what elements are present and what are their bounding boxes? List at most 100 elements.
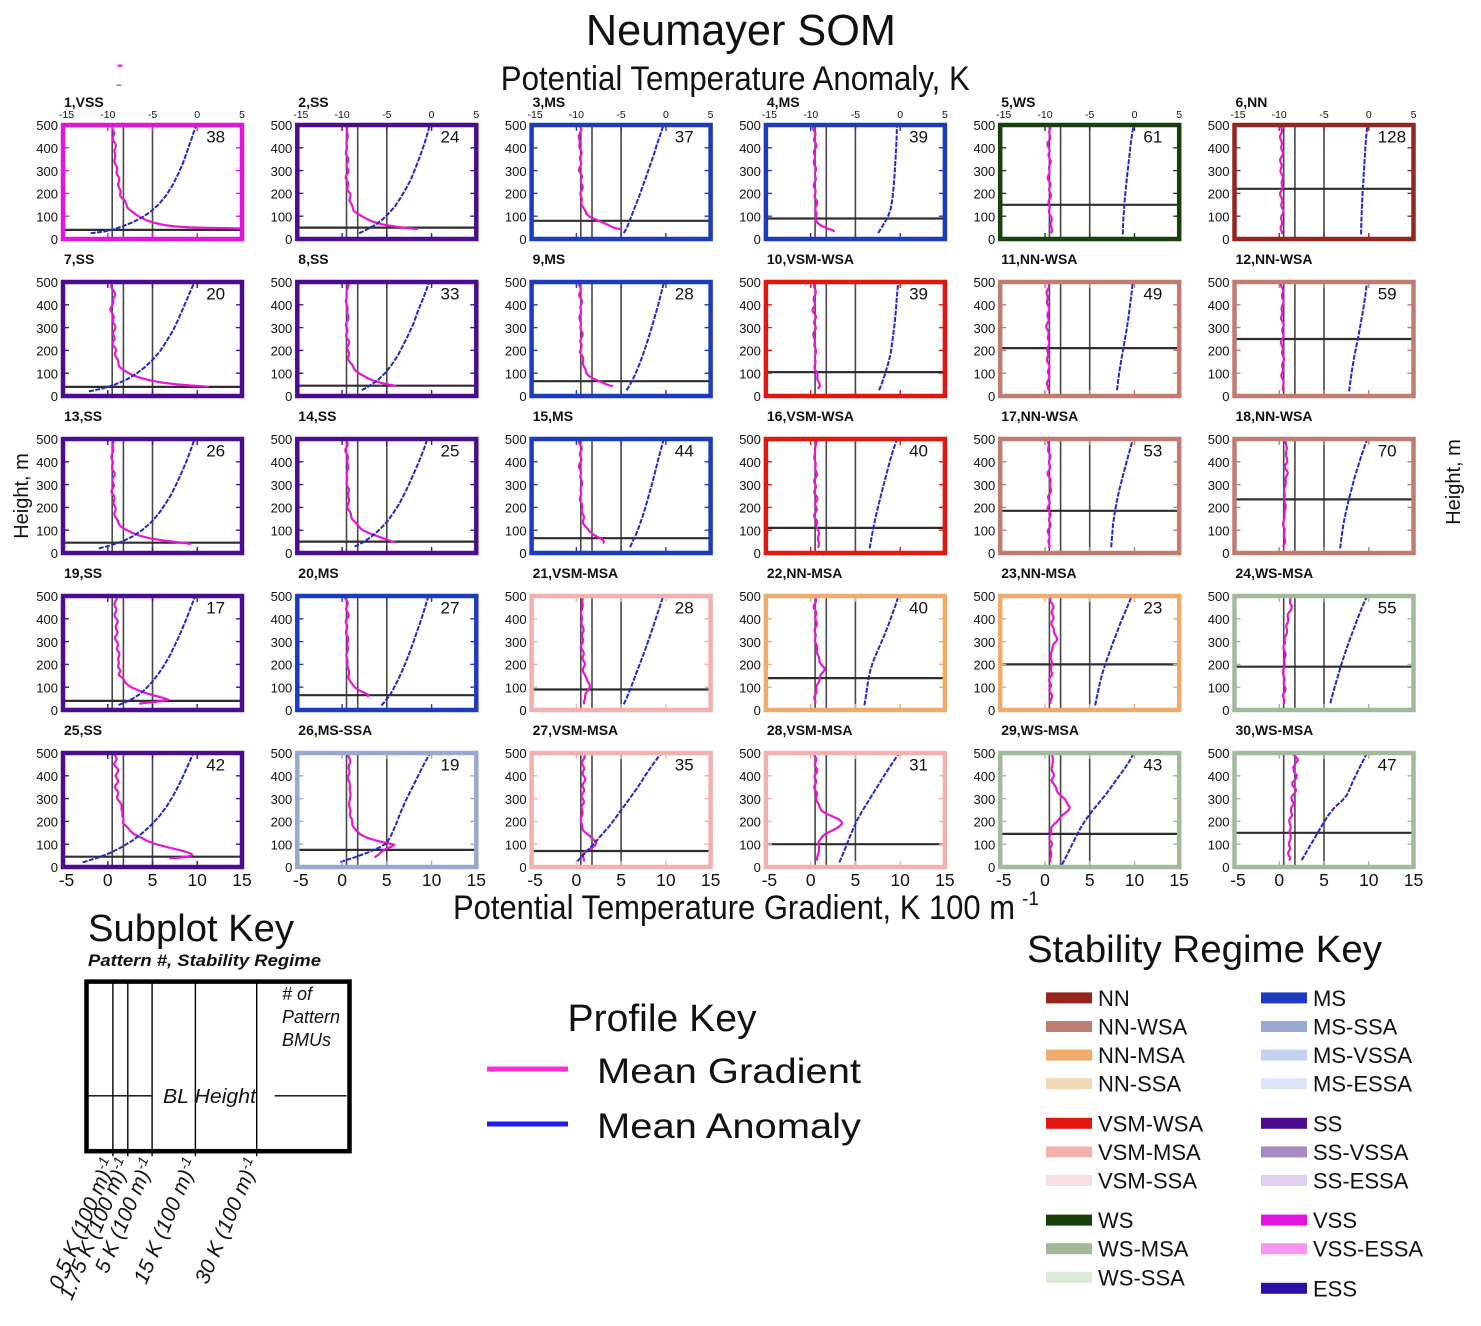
svg-text:300: 300: [739, 478, 761, 493]
svg-text:200: 200: [973, 344, 995, 359]
svg-text:400: 400: [1208, 612, 1230, 627]
svg-text:Height, m: Height, m: [11, 453, 33, 539]
svg-text:31: 31: [909, 756, 928, 775]
svg-text:100: 100: [973, 209, 995, 224]
svg-text:200: 200: [505, 815, 527, 830]
svg-text:SS-VSSA: SS-VSSA: [1313, 1140, 1409, 1165]
svg-text:0: 0: [1222, 860, 1229, 875]
svg-text:MS-SSA: MS-SSA: [1313, 1015, 1398, 1040]
svg-text:200: 200: [739, 658, 761, 673]
svg-text:# of: # of: [282, 984, 314, 1004]
svg-text:5: 5: [1411, 109, 1417, 121]
svg-text:Mean Gradient: Mean Gradient: [597, 1052, 861, 1091]
svg-text:25: 25: [441, 442, 460, 461]
svg-text:400: 400: [973, 141, 995, 156]
svg-text:500: 500: [973, 118, 995, 133]
svg-text:200: 200: [271, 344, 293, 359]
svg-text:0: 0: [1222, 389, 1229, 404]
svg-text:500: 500: [1208, 118, 1230, 133]
svg-text:400: 400: [1208, 455, 1230, 470]
svg-text:-5: -5: [1230, 870, 1246, 890]
svg-text:400: 400: [739, 769, 761, 784]
svg-text:500: 500: [1208, 589, 1230, 604]
svg-text:-5: -5: [851, 109, 860, 121]
svg-text:300: 300: [271, 792, 293, 807]
svg-text:5: 5: [942, 109, 948, 121]
svg-text:ESS: ESS: [1313, 1276, 1357, 1301]
svg-text:100: 100: [271, 523, 293, 538]
svg-text:40: 40: [909, 442, 928, 461]
svg-text:100: 100: [973, 523, 995, 538]
svg-text:0: 0: [285, 546, 292, 561]
svg-text:44: 44: [675, 442, 694, 461]
svg-text:200: 200: [36, 815, 58, 830]
svg-text:300: 300: [36, 164, 58, 179]
svg-text:500: 500: [973, 275, 995, 290]
svg-text:200: 200: [36, 344, 58, 359]
svg-text:200: 200: [505, 658, 527, 673]
svg-text:400: 400: [36, 612, 58, 627]
svg-text:100: 100: [739, 837, 761, 852]
svg-text:500: 500: [1208, 432, 1230, 447]
svg-text:59: 59: [1378, 285, 1397, 304]
svg-text:300: 300: [739, 635, 761, 650]
svg-text:100: 100: [505, 209, 527, 224]
svg-text:500: 500: [271, 589, 293, 604]
svg-text:4,MS: 4,MS: [767, 94, 800, 110]
svg-text:300: 300: [36, 792, 58, 807]
svg-text:37: 37: [675, 128, 694, 147]
svg-text:100: 100: [739, 366, 761, 381]
svg-text:-5: -5: [996, 870, 1012, 890]
svg-text:200: 200: [1208, 815, 1230, 830]
svg-text:NN: NN: [1098, 986, 1130, 1011]
svg-text:43: 43: [1143, 756, 1162, 775]
svg-text:300: 300: [505, 164, 527, 179]
svg-text:24,WS-MSA: 24,WS-MSA: [1236, 565, 1314, 581]
svg-text:300: 300: [505, 792, 527, 807]
svg-text:-15: -15: [762, 109, 777, 121]
svg-text:15: 15: [1404, 870, 1423, 890]
svg-text:100: 100: [739, 680, 761, 695]
svg-text:400: 400: [36, 455, 58, 470]
svg-text:11,NN-WSA: 11,NN-WSA: [1001, 251, 1077, 267]
svg-text:300: 300: [271, 478, 293, 493]
svg-text:100: 100: [36, 680, 58, 695]
svg-text:100: 100: [271, 209, 293, 224]
svg-text:300: 300: [1208, 164, 1230, 179]
svg-text:400: 400: [505, 769, 527, 784]
svg-text:35: 35: [675, 756, 694, 775]
svg-text:-15: -15: [59, 109, 74, 121]
svg-text:400: 400: [271, 769, 293, 784]
svg-text:100: 100: [505, 366, 527, 381]
svg-text:100: 100: [505, 837, 527, 852]
svg-text:400: 400: [1208, 141, 1230, 156]
svg-text:500: 500: [271, 746, 293, 761]
svg-text:5,WS: 5,WS: [1001, 94, 1035, 110]
svg-text:300: 300: [973, 635, 995, 650]
svg-text:500: 500: [505, 589, 527, 604]
svg-text:200: 200: [36, 187, 58, 202]
svg-text:0: 0: [285, 389, 292, 404]
svg-text:VSS-ESSA: VSS-ESSA: [1313, 1237, 1423, 1262]
svg-text:WS-MSA: WS-MSA: [1098, 1237, 1189, 1262]
svg-text:10: 10: [187, 870, 207, 890]
svg-text:23,NN-MSA: 23,NN-MSA: [1001, 565, 1076, 581]
svg-text:WS-SSA: WS-SSA: [1098, 1265, 1185, 1290]
svg-text:500: 500: [505, 432, 527, 447]
svg-text:MS-VSSA: MS-VSSA: [1313, 1043, 1412, 1068]
svg-text:500: 500: [36, 118, 58, 133]
svg-text:VSM-SSA: VSM-SSA: [1098, 1169, 1197, 1194]
svg-text:55: 55: [1378, 599, 1397, 618]
svg-text:25,SS: 25,SS: [64, 722, 102, 738]
svg-text:61: 61: [1143, 128, 1162, 147]
svg-text:5: 5: [616, 870, 626, 890]
svg-text:38: 38: [206, 128, 225, 147]
svg-text:100: 100: [739, 523, 761, 538]
svg-text:100: 100: [271, 366, 293, 381]
svg-text:300: 300: [505, 321, 527, 336]
svg-text:200: 200: [739, 501, 761, 516]
svg-text:500: 500: [36, 432, 58, 447]
svg-text:100: 100: [271, 837, 293, 852]
svg-text:NN-MSA: NN-MSA: [1098, 1043, 1185, 1068]
svg-text:100: 100: [505, 680, 527, 695]
